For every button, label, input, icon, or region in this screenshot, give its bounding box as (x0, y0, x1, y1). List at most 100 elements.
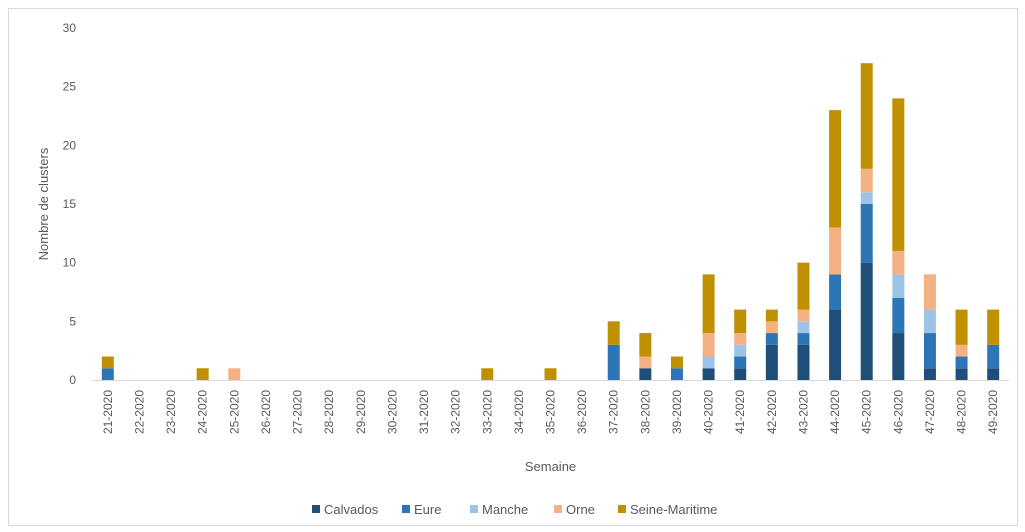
bar-segment-seine-maritime (955, 309, 968, 345)
bars (101, 63, 1000, 380)
bar-segment-orne (797, 309, 810, 322)
x-tick-label: 35-2020 (544, 390, 558, 434)
x-tick-label: 38-2020 (638, 390, 652, 434)
x-tick-label: 43-2020 (796, 390, 810, 434)
x-tick-label: 30-2020 (385, 390, 399, 434)
x-tick-label: 44-2020 (828, 390, 842, 434)
bar-segment-manche (702, 356, 715, 369)
y-tick-label: 10 (63, 256, 77, 270)
bar-segment-eure (765, 333, 778, 345)
bar-segment-manche (734, 344, 747, 357)
x-tick-label: 40-2020 (702, 390, 716, 434)
x-tick-label: 33-2020 (480, 390, 494, 434)
legend-swatch (554, 505, 562, 513)
bar-segment-orne (829, 227, 842, 275)
legend-swatch (312, 505, 320, 513)
x-tick-label: 45-2020 (860, 390, 874, 434)
bar-segment-orne (765, 321, 778, 334)
bar-segment-eure (860, 204, 873, 263)
bar-segment-seine-maritime (639, 333, 652, 357)
bar-segment-calvados (892, 333, 905, 380)
legend-swatch (470, 505, 478, 513)
bar-segment-calvados (987, 368, 1000, 380)
legend-label: Manche (482, 502, 528, 517)
bar-segment-manche (923, 309, 936, 334)
legend-label: Seine-Maritime (630, 502, 717, 517)
bar-segment-eure (955, 356, 968, 369)
x-tick-label: 48-2020 (955, 390, 969, 434)
legend-label: Orne (566, 502, 595, 517)
bar-segment-orne (860, 168, 873, 193)
x-tick-label: 49-2020 (986, 390, 1000, 434)
x-tick-label: 42-2020 (765, 390, 779, 434)
bar-segment-eure (607, 344, 620, 380)
y-tick-label: 0 (69, 373, 76, 387)
bar-segment-calvados (829, 309, 842, 380)
x-tick-label: 27-2020 (291, 390, 305, 434)
bar-segment-eure (923, 333, 936, 369)
x-tick-label: 39-2020 (670, 390, 684, 434)
y-tick-label: 30 (63, 21, 77, 35)
y-tick-label: 5 (69, 314, 76, 328)
x-tick-label: 25-2020 (227, 390, 241, 434)
bar-segment-eure (734, 356, 747, 369)
x-tick-label: 41-2020 (733, 390, 747, 434)
bar-segment-calvados (860, 262, 873, 380)
bar-segment-seine-maritime (196, 368, 209, 380)
bar-segment-orne (639, 356, 652, 369)
bar-segment-seine-maritime (481, 368, 494, 380)
legend: Calvados Eure Manche Orne Seine-Maritime (312, 502, 717, 517)
x-tick-label: 47-2020 (923, 390, 937, 434)
x-tick-label: 24-2020 (196, 390, 210, 434)
bar-segment-seine-maritime (987, 309, 1000, 345)
chart-frame: 0 5 10 15 20 25 30 21-2020 22-2020 23-2020 24-202… (8, 8, 1018, 526)
x-tick-label: 29-2020 (354, 390, 368, 434)
bar-segment-manche (892, 274, 905, 298)
bar-segment-calvados (797, 344, 810, 380)
bar-segment-calvados (765, 344, 778, 380)
legend-label: Eure (414, 502, 441, 517)
x-tick-label: 31-2020 (417, 390, 431, 434)
bar-segment-eure (101, 368, 114, 380)
x-tick-label: 22-2020 (132, 390, 146, 434)
bar-segment-orne (923, 274, 936, 310)
bar-segment-seine-maritime (734, 309, 747, 334)
bar-segment-eure (892, 297, 905, 334)
bar-segment-orne (734, 333, 747, 345)
bar-segment-seine-maritime (670, 356, 683, 369)
x-tick-label: 37-2020 (607, 390, 621, 434)
x-tick-label: 34-2020 (512, 390, 526, 434)
bar-segment-calvados (923, 368, 936, 380)
y-tick-label: 20 (63, 138, 77, 152)
bar-segment-calvados (955, 368, 968, 380)
x-tick-label: 28-2020 (322, 390, 336, 434)
x-tick-label: 46-2020 (891, 390, 905, 434)
bar-segment-manche (797, 321, 810, 334)
bar-segment-calvados (702, 368, 715, 380)
bar-segment-manche (860, 192, 873, 204)
legend-label: Calvados (324, 502, 379, 517)
bar-segment-eure (987, 344, 1000, 369)
bar-segment-seine-maritime (702, 274, 715, 334)
bar-segment-eure (829, 274, 842, 310)
x-axis-ticks: 21-2020 22-2020 23-2020 24-2020 25-2020 26-20… (101, 390, 1000, 434)
bar-segment-seine-maritime (101, 356, 114, 369)
bar-segment-seine-maritime (765, 309, 778, 322)
bar-segment-eure (670, 368, 683, 380)
bar-segment-seine-maritime (892, 98, 905, 251)
y-axis-ticks: 0 5 10 15 20 25 30 (63, 21, 77, 387)
legend-swatch (402, 505, 410, 513)
y-tick-label: 25 (63, 80, 77, 94)
bar-segment-seine-maritime (797, 262, 810, 310)
stacked-bar-chart: 0 5 10 15 20 25 30 21-2020 22-2020 23-2020 24-202… (36, 21, 1009, 517)
bar-segment-seine-maritime (860, 63, 873, 169)
bar-segment-orne (228, 368, 241, 380)
bar-segment-orne (702, 333, 715, 357)
bar-segment-seine-maritime (544, 368, 557, 380)
x-tick-label: 21-2020 (101, 390, 115, 434)
x-tick-label: 36-2020 (575, 390, 589, 434)
x-tick-label: 26-2020 (259, 390, 273, 434)
bar-segment-seine-maritime (829, 110, 842, 228)
x-axis-title: Semaine (525, 459, 576, 474)
y-tick-label: 15 (63, 197, 77, 211)
